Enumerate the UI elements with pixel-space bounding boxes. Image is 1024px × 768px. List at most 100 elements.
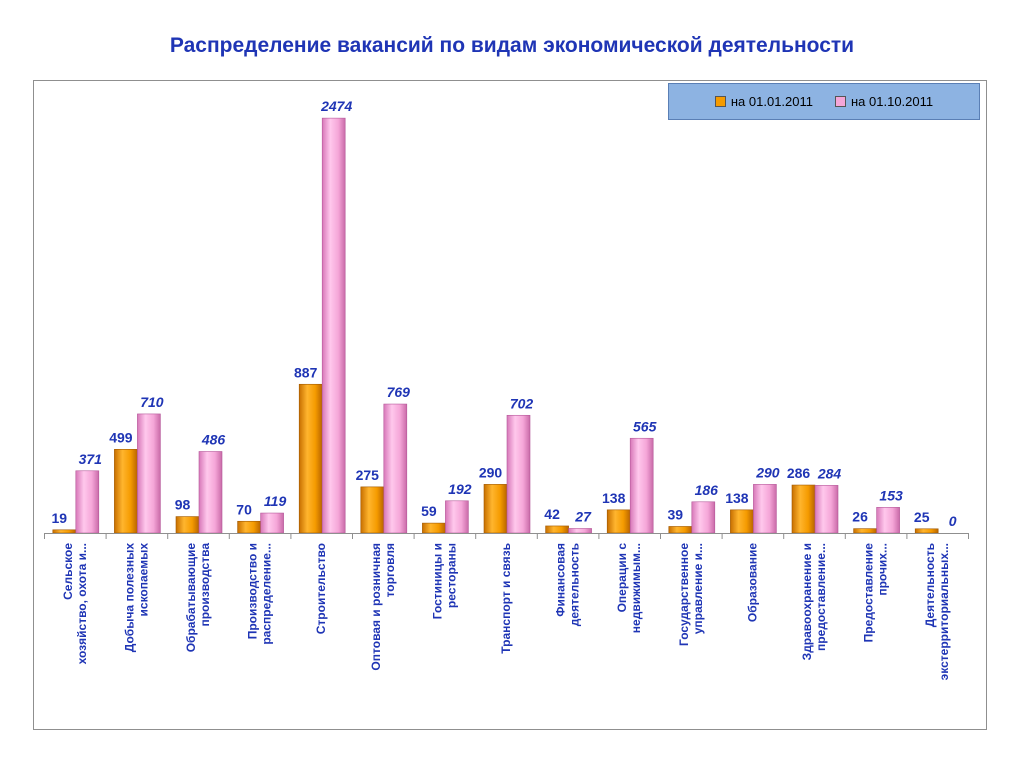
bar-jan-4 (298, 383, 323, 534)
value-label-oct-11: 290 (755, 464, 780, 480)
value-label-jan-2: 98 (175, 497, 191, 513)
category-label-line: Предоставление (862, 543, 876, 643)
value-label-oct-8: 27 (574, 508, 592, 524)
category-label-line: управление и... (691, 543, 705, 634)
value-label-oct-10: 186 (695, 482, 719, 498)
category-label-line: Государственное (677, 543, 691, 646)
value-label-jan-8: 42 (544, 506, 560, 522)
bar-jan-2 (175, 516, 200, 534)
value-label-jan-9: 138 (602, 490, 626, 506)
bar-oct-6 (445, 500, 469, 534)
bar-jan-12 (791, 484, 816, 534)
value-label-oct-7: 702 (510, 395, 534, 411)
value-label-oct-5: 769 (387, 384, 411, 400)
category-label-1: Добыча полезныхископаемых (122, 543, 150, 653)
category-label-line: деятельность (568, 543, 582, 626)
value-label-oct-3: 119 (264, 493, 287, 509)
value-label-oct-14: 0 (949, 513, 957, 529)
value-label-jan-5: 275 (356, 467, 380, 483)
value-label-jan-3: 70 (236, 501, 252, 517)
category-label-8: Финансоваядеятельность (554, 543, 582, 626)
value-label-oct-2: 486 (201, 432, 226, 448)
legend-label-series-1: на 01.01.2011 (730, 94, 813, 109)
legend-swatch-orange (714, 96, 726, 107)
value-label-jan-11: 138 (725, 490, 749, 506)
category-label-line: Обрабатывающие (184, 543, 198, 653)
bar-jan-0 (52, 529, 77, 534)
category-label-14: Деятельностьэкстерриториальных... (923, 543, 951, 680)
legend-label-series-2: на 01.10.2011 (851, 94, 934, 109)
bar-oct-12 (814, 485, 839, 534)
category-label-6: Гостиницы ирестораны (430, 543, 458, 619)
category-label-line: Производство и (246, 543, 260, 639)
category-label-line: рестораны (444, 543, 458, 608)
bar-jan-5 (360, 486, 385, 534)
category-label-line: Образование (745, 543, 759, 622)
bar-oct-11 (753, 484, 777, 534)
bar-oct-13 (876, 507, 900, 534)
category-label-9: Операции снедвижимым... (615, 543, 643, 634)
bar-oct-0 (75, 470, 100, 534)
legend-item-series-2: на 01.10.2011 (835, 94, 933, 109)
category-label-0: Сельскоехозяйство, охота и... (61, 543, 89, 665)
bar-oct-9 (629, 437, 654, 534)
value-label-jan-0: 19 (52, 510, 68, 526)
value-label-oct-1: 710 (140, 394, 164, 410)
category-label-line: экстерриториальных... (937, 543, 951, 680)
category-label-line: Транспорт и связь (499, 543, 513, 654)
legend-swatch-pink (835, 96, 846, 107)
bar-jan-8 (545, 525, 569, 534)
bar-oct-7 (506, 414, 531, 534)
category-label-2: Обрабатывающиепроизводства (184, 543, 212, 653)
value-label-jan-14: 25 (914, 509, 930, 525)
category-label-line: хозяйство, охота и... (75, 543, 89, 664)
chart-area (33, 80, 987, 730)
category-label-line: торговля (383, 543, 397, 597)
category-label-3: Производство ираспределение... (246, 543, 274, 645)
bar-jan-14 (914, 528, 939, 534)
category-label-line: распределение... (260, 543, 274, 645)
category-label-11: Образование (745, 543, 759, 622)
category-label-line: Сельское (61, 543, 75, 600)
category-label-line: недвижимым... (629, 543, 643, 633)
bar-oct-3 (260, 512, 284, 534)
value-label-oct-13: 153 (879, 487, 903, 503)
legend: на 01.01.2011 на 01.10.2011 (668, 83, 980, 120)
category-label-line: Гостиницы и (430, 543, 444, 619)
bar-jan-7 (483, 484, 508, 534)
legend-item-series-1: на 01.01.2011 (714, 94, 813, 109)
bar-jan-9 (606, 509, 631, 534)
bar-oct-8 (568, 528, 592, 534)
value-label-jan-1: 499 (109, 429, 133, 445)
value-label-jan-12: 286 (787, 465, 811, 481)
category-label-line: Добыча полезных (122, 543, 136, 653)
category-label-line: Строительство (314, 543, 328, 634)
value-label-oct-6: 192 (448, 481, 472, 497)
bar-jan-1 (114, 449, 138, 534)
value-label-jan-6: 59 (421, 503, 437, 519)
bar-oct-2 (198, 451, 223, 534)
category-label-4: Строительство (314, 543, 328, 634)
bar-jan-13 (853, 528, 877, 534)
category-label-line: ископаемых (136, 543, 150, 617)
category-label-line: Деятельность (923, 543, 937, 627)
category-label-13: Предоставлениепрочих... (862, 543, 890, 643)
value-label-oct-0: 371 (79, 451, 103, 467)
category-label-line: производства (198, 543, 212, 627)
category-label-line: Здравоохранение и (800, 543, 814, 660)
category-label-line: Финансовая (554, 543, 568, 617)
value-label-oct-12: 284 (817, 465, 842, 481)
category-label-line: предоставление... (814, 543, 828, 651)
category-label-12: Здравоохранение ипредоставление... (800, 543, 828, 660)
value-label-jan-10: 39 (668, 506, 684, 522)
category-label-7: Транспорт и связь (499, 543, 513, 654)
category-label-10: Государственноеуправление и... (677, 543, 705, 646)
value-label-oct-9: 565 (633, 418, 657, 434)
bar-oct-10 (691, 501, 716, 534)
bar-jan-10 (668, 526, 693, 534)
category-label-5: Оптовая и розничнаяторговля (369, 543, 397, 671)
bar-oct-4 (321, 117, 346, 534)
value-label-jan-13: 26 (852, 509, 868, 525)
category-label-line: прочих... (876, 543, 890, 596)
